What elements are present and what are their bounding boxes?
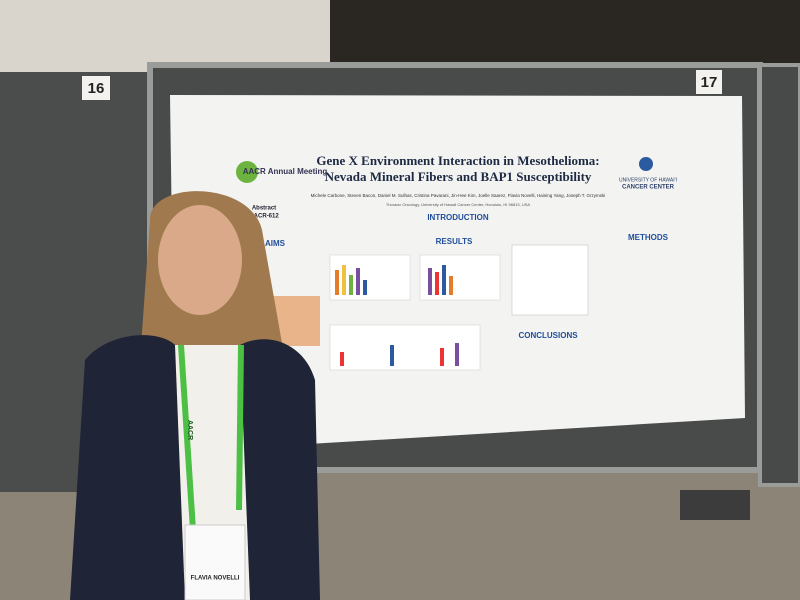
institution-sub: CANCER CENTER (622, 185, 675, 191)
board-right (758, 63, 800, 487)
institution-logo (639, 157, 653, 171)
section-heading: CONCLUSIONS (518, 331, 578, 340)
conference-logo (236, 161, 258, 183)
conference-name: AACR Annual Meeting (243, 167, 328, 176)
institution: UNIVERSITY OF HAWAI'I (619, 177, 677, 183)
poster-authors: Michele Carbone, Steven Bacon, Daniel M.… (311, 193, 606, 198)
poster-subtitle: Nevada Mineral Fibers and BAP1 Susceptib… (325, 169, 592, 184)
board-number-card (82, 76, 110, 100)
section-heading: AIMS (265, 239, 286, 248)
board-number-card (696, 70, 722, 94)
board-number: 17 (701, 74, 718, 91)
lanyard-text: AACR (186, 420, 193, 440)
section-heading: RESULTS (436, 237, 473, 246)
ceiling (330, 0, 800, 70)
badge-name: FLAVIA NOVELLI (191, 576, 240, 582)
section-heading: METHODS (628, 233, 669, 242)
abstract-id: AACR-612 (249, 214, 279, 220)
person (70, 191, 320, 600)
section-heading: INTRODUCTION (427, 213, 489, 222)
poster-title: Gene X Environment Interaction in Mesoth… (316, 153, 599, 168)
chair (680, 490, 750, 520)
abstract-label: Abstract (252, 206, 276, 212)
board-number: 16 (88, 80, 105, 97)
poster-affiliation: Thoracic Oncology, University of Hawaii … (386, 202, 531, 207)
